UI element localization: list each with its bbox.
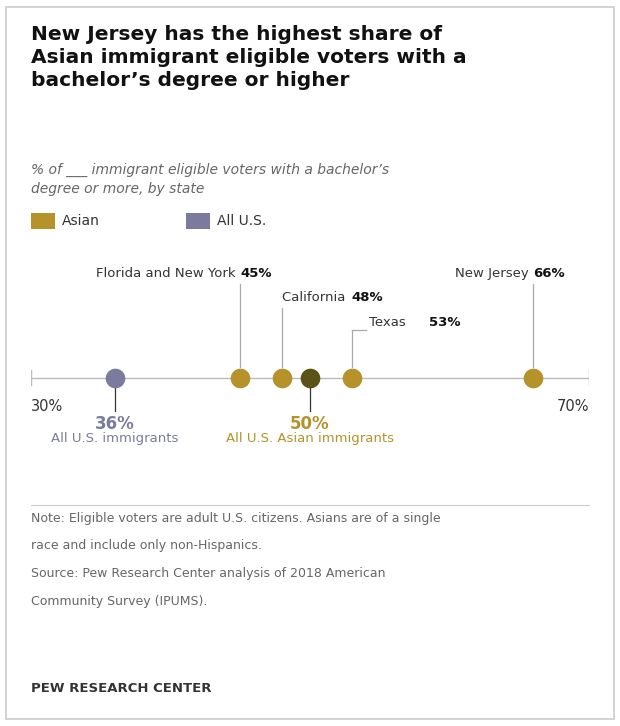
Point <box>305 372 315 383</box>
Point <box>347 372 357 383</box>
Text: 50%: 50% <box>290 415 330 433</box>
Point <box>110 372 120 383</box>
Text: race and include only non-Hispanics.: race and include only non-Hispanics. <box>31 539 262 552</box>
Text: 48%: 48% <box>352 290 384 303</box>
Text: All U.S. immigrants: All U.S. immigrants <box>51 432 179 445</box>
Text: 66%: 66% <box>533 266 565 280</box>
Point <box>236 372 246 383</box>
Text: Source: Pew Research Center analysis of 2018 American: Source: Pew Research Center analysis of … <box>31 567 386 580</box>
Text: Asian: Asian <box>62 214 100 229</box>
Text: 70%: 70% <box>557 399 589 414</box>
Text: Note: Eligible voters are adult U.S. citizens. Asians are of a single: Note: Eligible voters are adult U.S. cit… <box>31 512 441 525</box>
Text: 53%: 53% <box>428 316 460 329</box>
Text: California: California <box>282 290 350 303</box>
Point <box>277 372 287 383</box>
Text: New Jersey has the highest share of
Asian immigrant eligible voters with a
bache: New Jersey has the highest share of Asia… <box>31 25 467 90</box>
Text: 30%: 30% <box>31 399 63 414</box>
Text: PEW RESEARCH CENTER: PEW RESEARCH CENTER <box>31 682 211 696</box>
Text: 45%: 45% <box>241 266 272 280</box>
Text: All U.S. Asian immigrants: All U.S. Asian immigrants <box>226 432 394 445</box>
Point <box>528 372 538 383</box>
Text: Florida and New York: Florida and New York <box>96 266 241 280</box>
Text: New Jersey: New Jersey <box>455 266 533 280</box>
Text: All U.S.: All U.S. <box>217 214 266 229</box>
Text: % of ___ immigrant eligible voters with a bachelor’s
degree or more, by state: % of ___ immigrant eligible voters with … <box>31 163 389 196</box>
Text: 36%: 36% <box>95 415 135 433</box>
Text: Texas: Texas <box>369 316 410 329</box>
Text: Community Survey (IPUMS).: Community Survey (IPUMS). <box>31 595 207 608</box>
